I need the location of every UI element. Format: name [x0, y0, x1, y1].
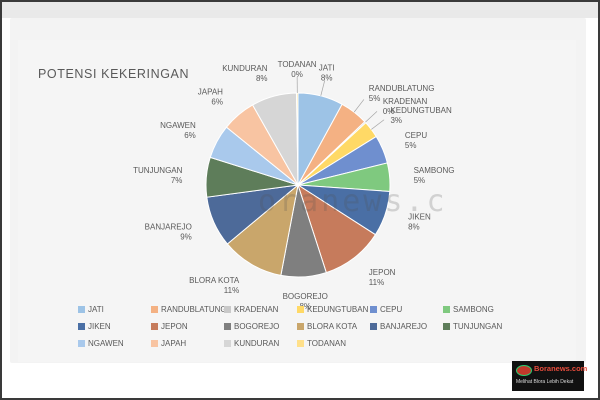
data-label-randublatung: RANDUBLATUNG 5% [369, 84, 435, 103]
watermark: oranews.c [258, 184, 448, 219]
legend-item-jati: JATI [78, 305, 104, 314]
legend-item-randublatung: RANDUBLATUNG [151, 305, 227, 314]
legend-swatch [370, 306, 377, 313]
data-label-kunduran: KUNDURAN 8% [222, 64, 268, 83]
logo-tagline: Melihat Blora Lebih Dekat [516, 379, 574, 385]
legend-swatch [78, 323, 85, 330]
data-label-banjarejo: BANJAREJO 9% [145, 223, 192, 242]
site-logo: Boranews.com Melihat Blora Lebih Dekat [512, 361, 588, 391]
data-label-bogorejo: BOGOREJO 8% [283, 292, 328, 311]
legend-swatch [78, 306, 85, 313]
legend-label: KRADENAN [234, 305, 279, 314]
legend-label: JIKEN [88, 322, 111, 331]
data-label-kradenan: KRADENAN 0% [383, 97, 428, 116]
legend-item-kedungtuban: KEDUNGTUBAN [297, 305, 368, 314]
legend-label: JATI [88, 305, 104, 314]
leader-line [365, 111, 378, 123]
legend-label: CEPU [380, 305, 403, 314]
chart-title: POTENSI KEKERINGAN [38, 67, 190, 81]
legend-item-banjarejo: BANJAREJO [370, 322, 427, 331]
legend-item-ngawen: NGAWEN [78, 339, 124, 348]
legend-swatch [151, 323, 158, 330]
legend-item-japah: JAPAH [151, 339, 186, 348]
eye-icon [516, 365, 532, 376]
data-label-kedungtuban: KEDUNGTUBAN 3% [390, 106, 452, 125]
legend-swatch [297, 306, 304, 313]
legend-item-jepon: JEPON [151, 322, 188, 331]
data-label-jepon: JEPON 11% [369, 268, 396, 287]
legend-item-bogorejo: BOGOREJO [224, 322, 279, 331]
legend-label: BOGOREJO [234, 322, 280, 331]
legend-swatch [224, 306, 231, 313]
data-label-tunjungan: TUNJUNGAN 7% [133, 166, 183, 185]
leader-line [320, 80, 326, 96]
legend-swatch [78, 340, 85, 347]
legend-label: KEDUNGTUBAN [307, 305, 369, 314]
leader-line [371, 119, 385, 130]
legend-item-sambong: SAMBONG [443, 305, 494, 314]
data-label-todanan: TODANAN 0% [278, 60, 317, 79]
data-label-cepu: CEPU 5% [405, 131, 427, 150]
legend-item-tunjungan: TUNJUNGAN [443, 322, 502, 331]
top-band [2, 2, 598, 18]
legend-swatch [224, 323, 231, 330]
legend-swatch [224, 340, 231, 347]
data-label-jiken: JIKEN 8% [408, 213, 431, 232]
logo-wordmark: Boranews.com [534, 364, 588, 373]
leader-line [353, 99, 365, 113]
legend-label: KUNDURAN [234, 339, 280, 348]
chart-legend: JATI RANDUBLATUNG KRADENAN KEDUNGTUBAN CEPU S… [78, 305, 538, 357]
legend-label: BLORA KOTA [307, 322, 358, 331]
legend-swatch [297, 323, 304, 330]
legend-swatch [370, 323, 377, 330]
legend-item-todanan: TODANAN [297, 339, 346, 348]
legend-label: JAPAH [161, 339, 187, 348]
legend-label: SAMBONG [453, 305, 494, 314]
legend-swatch [443, 323, 450, 330]
data-label-ngawen: NGAWEN 6% [160, 121, 196, 140]
legend-item-kunduran: KUNDURAN [224, 339, 279, 348]
legend-label: BANJAREJO [380, 322, 428, 331]
data-label-jati: JATI 8% [319, 64, 335, 83]
legend-swatch [151, 306, 158, 313]
legend-label: TODANAN [307, 339, 346, 348]
legend-swatch [151, 340, 158, 347]
legend-label: TUNJUNGAN [453, 322, 503, 331]
legend-label: JEPON [161, 322, 188, 331]
legend-item-jiken: JIKEN [78, 322, 111, 331]
legend-item-blora-kota: BLORA KOTA [297, 322, 357, 331]
legend-item-kradenan: KRADENAN [224, 305, 278, 314]
legend-swatch [443, 306, 450, 313]
legend-item-cepu: CEPU [370, 305, 402, 314]
data-label-sambong: SAMBONG 5% [414, 166, 455, 185]
legend-swatch [297, 340, 304, 347]
data-label-blora-kota: BLORA KOTA 11% [189, 276, 240, 295]
legend-label: NGAWEN [88, 339, 124, 348]
data-label-japah: JAPAH 6% [198, 88, 223, 107]
legend-label: RANDUBLATUNG [161, 305, 227, 314]
